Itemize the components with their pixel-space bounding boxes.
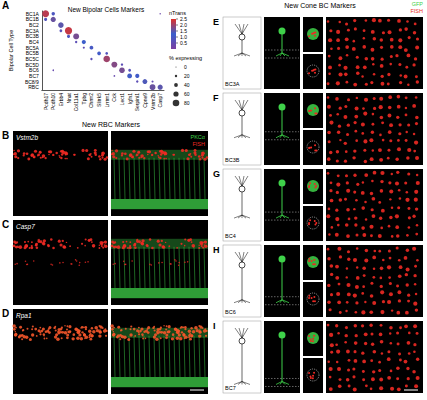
svg-text:BC7: BC7 [29, 72, 39, 79]
svg-text:% expressing: % expressing [169, 55, 202, 61]
svg-text:BC4: BC4 [225, 233, 236, 239]
svg-text:BC5D: BC5D [25, 61, 39, 68]
svg-text:Pcdh17: Pcdh17 [43, 93, 49, 110]
svg-text:Tpbg: Tpbg [81, 93, 87, 105]
svg-text:G: G [213, 169, 220, 179]
svg-text:Pcdh10: Pcdh10 [50, 93, 56, 110]
svg-text:Cpne9: Cpne9 [142, 93, 148, 108]
svg-text:40: 40 [184, 82, 190, 88]
svg-text:Serpini1: Serpini1 [134, 93, 140, 112]
svg-text:BC3A: BC3A [25, 27, 39, 34]
svg-text:1.5: 1.5 [180, 28, 187, 34]
svg-text:BC2: BC2 [29, 22, 39, 29]
svg-text:Igfn1: Igfn1 [127, 93, 133, 104]
svg-text:C: C [2, 219, 9, 230]
svg-text:Chrm2: Chrm2 [88, 93, 94, 108]
svg-text:0: 0 [184, 64, 187, 70]
svg-text:Col11a1: Col11a1 [73, 93, 79, 111]
svg-text:Cck: Cck [111, 93, 117, 102]
svg-text:I: I [213, 321, 216, 331]
svg-text:BC3B: BC3B [225, 157, 240, 163]
svg-text:Slitrk5: Slitrk5 [96, 93, 102, 107]
svg-text:60: 60 [184, 91, 190, 97]
svg-text:Nnat: Nnat [66, 92, 72, 103]
svg-text:BC6: BC6 [225, 309, 236, 315]
svg-text:D: D [2, 308, 9, 319]
svg-text:RBC: RBC [28, 84, 39, 90]
svg-text:BC6: BC6 [29, 67, 39, 74]
svg-text:A: A [2, 0, 9, 11]
svg-text:Vstm2b: Vstm2b [16, 134, 38, 141]
svg-text:Casp7: Casp7 [157, 93, 163, 108]
svg-text:FISH: FISH [192, 141, 205, 147]
svg-text:80: 80 [184, 100, 190, 106]
svg-text:Lect1: Lect1 [119, 93, 125, 105]
svg-text:H: H [213, 245, 220, 255]
svg-text:20: 20 [184, 73, 190, 79]
svg-text:nTrans: nTrans [169, 10, 186, 16]
svg-text:BC1B: BC1B [25, 16, 39, 23]
svg-text:Lrrtm1: Lrrtm1 [104, 93, 110, 108]
svg-text:BC5A: BC5A [25, 44, 39, 51]
svg-text:FISH: FISH [410, 8, 423, 14]
svg-text:BC7: BC7 [225, 385, 236, 391]
svg-text:2.0: 2.0 [180, 22, 187, 28]
svg-text:BC3A: BC3A [225, 81, 240, 87]
svg-text:Rpa1: Rpa1 [16, 312, 32, 320]
svg-text:2.5: 2.5 [180, 16, 187, 22]
svg-text:BC4: BC4 [29, 39, 39, 45]
svg-text:BC5C: BC5C [25, 56, 39, 62]
svg-text:0.5: 0.5 [180, 40, 187, 46]
svg-text:Erbb4: Erbb4 [58, 93, 64, 107]
svg-text:F: F [213, 93, 219, 103]
svg-text:BC5B: BC5B [25, 50, 39, 57]
svg-text:Bipolar Cell Type: Bipolar Cell Type [8, 30, 14, 71]
svg-text:Vstm2b: Vstm2b [150, 93, 156, 110]
svg-text:BC3B: BC3B [25, 33, 39, 40]
svg-text:E: E [213, 17, 219, 27]
svg-text:New Cone BC Markers: New Cone BC Markers [284, 2, 356, 9]
svg-text:1.0: 1.0 [180, 34, 187, 40]
svg-text:BC1A: BC1A [25, 10, 39, 17]
svg-text:GFP: GFP [412, 1, 424, 7]
svg-text:New Bipolar Cells Markers: New Bipolar Cells Markers [68, 6, 145, 14]
svg-text:B: B [2, 130, 9, 141]
svg-text:Casp7: Casp7 [16, 223, 35, 231]
svg-text:New RBC Markers: New RBC Markers [82, 121, 140, 128]
svg-text:PKCα: PKCα [191, 134, 206, 140]
svg-text:BC8/9: BC8/9 [24, 78, 39, 85]
